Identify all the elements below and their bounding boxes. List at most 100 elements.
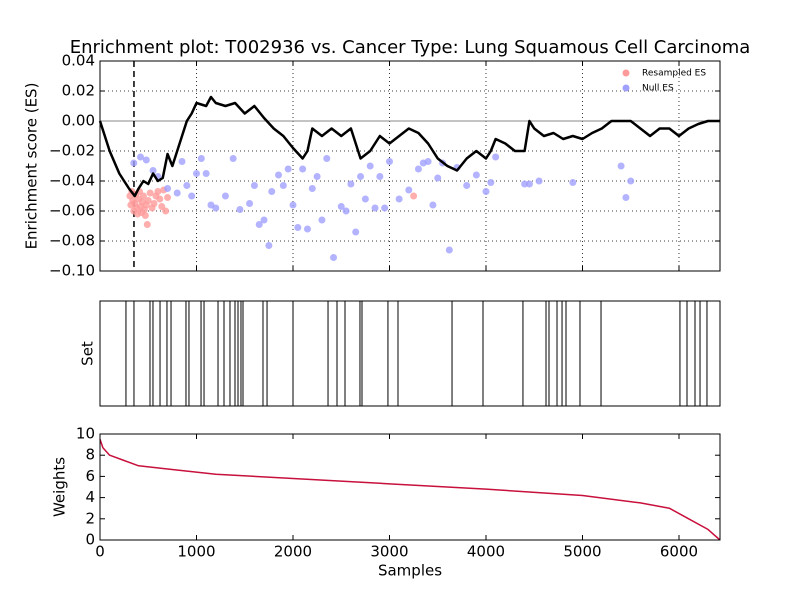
- x-tick-label: 0: [95, 543, 105, 561]
- scatter-point: [361, 195, 369, 203]
- x-tick-label: 5000: [563, 543, 601, 561]
- y-tick-label: 0.02: [62, 82, 95, 100]
- scatter-point: [265, 242, 273, 249]
- scatter-point: [246, 200, 254, 207]
- y-tick-label: −0.10: [49, 262, 95, 280]
- data-line: [99, 439, 721, 541]
- y-tick-label: 4: [85, 488, 95, 506]
- scatter-point: [260, 216, 268, 224]
- scatter-point: [410, 192, 418, 200]
- scatter-point: [535, 177, 543, 185]
- legend-label: Null ES: [642, 84, 674, 94]
- legend-marker: [622, 84, 630, 92]
- scatter-point: [284, 165, 292, 173]
- x-axis-label: Samples: [378, 562, 442, 580]
- scatter-point: [183, 182, 191, 189]
- scatter-point: [146, 189, 154, 197]
- scatter-point: [569, 179, 577, 186]
- scatter-point: [142, 156, 150, 164]
- y-axis-label: Weights: [51, 457, 69, 517]
- scatter-point: [144, 197, 152, 204]
- scatter-point: [229, 155, 237, 162]
- scatter-point: [303, 225, 311, 233]
- scatter-point: [376, 173, 384, 180]
- y-tick-label: 8: [85, 446, 95, 464]
- y-tick-label: 10: [76, 425, 95, 443]
- scatter-point: [279, 182, 287, 189]
- scatter-point: [268, 188, 276, 195]
- scatter-point: [178, 158, 186, 165]
- y-tick-label: 0: [85, 531, 95, 549]
- legend-marker: [622, 69, 630, 77]
- y-tick-label: −0.06: [49, 202, 95, 220]
- scatter-point: [197, 155, 205, 162]
- scatter-point: [429, 201, 437, 209]
- y-tick-label: −0.02: [49, 142, 95, 160]
- scatter-point: [330, 254, 338, 261]
- scatter-point: [236, 206, 244, 213]
- scatter-point: [352, 228, 360, 236]
- scatter-point: [143, 221, 151, 228]
- y-tick-label: −0.08: [49, 232, 95, 250]
- scatter-point: [150, 200, 158, 207]
- y-tick-label: 6: [85, 467, 95, 485]
- scatter-point: [381, 204, 389, 212]
- chart-title: Enrichment plot: T002936 vs. Cancer Type…: [70, 37, 751, 58]
- scatter-point: [149, 167, 157, 174]
- y-tick-label: 2: [85, 509, 95, 527]
- legend-label: Resampled ES: [642, 69, 706, 79]
- scatter-point: [492, 153, 500, 161]
- x-tick-label: 2000: [274, 543, 312, 561]
- scatter-point: [202, 170, 210, 177]
- scatter-point: [141, 212, 149, 219]
- scatter-point: [617, 162, 625, 170]
- scatter-point: [472, 171, 480, 179]
- data-line: [98, 95, 720, 198]
- scatter-point: [162, 207, 170, 215]
- x-tick-label: 6000: [660, 543, 698, 561]
- scatter-point: [212, 204, 220, 212]
- scatter-point: [318, 216, 326, 224]
- scatter-point: [139, 192, 147, 200]
- y-tick-label: −0.04: [49, 172, 95, 190]
- scatter-point: [487, 179, 495, 186]
- scatter-point: [357, 173, 365, 180]
- scatter-point: [275, 171, 283, 179]
- y-axis-label: Set: [79, 341, 97, 366]
- y-tick-label: 0.04: [62, 52, 95, 70]
- plot-frame: [99, 60, 721, 272]
- scatter-point: [192, 170, 200, 177]
- scatter-point: [627, 177, 635, 185]
- scatter-point: [521, 180, 529, 188]
- scatter-point: [308, 185, 316, 192]
- scatter-point: [299, 165, 307, 173]
- x-tick-label: 1000: [177, 543, 215, 561]
- scatter-point: [424, 158, 432, 165]
- scatter-point: [463, 182, 471, 189]
- scatter-point: [137, 153, 145, 161]
- scatter-point: [622, 194, 630, 201]
- plot-frame: [99, 433, 721, 541]
- scatter-point: [164, 194, 172, 201]
- y-tick-label: 0.00: [62, 112, 95, 130]
- scatter-point: [405, 186, 413, 194]
- scatter-point: [154, 188, 162, 195]
- scatter-point: [366, 162, 374, 170]
- scatter-point: [323, 155, 331, 162]
- scatter-point: [385, 158, 393, 165]
- scatter-point: [371, 204, 379, 212]
- scatter-point: [482, 188, 490, 195]
- scatter-point: [130, 159, 138, 167]
- scatter-point: [337, 203, 345, 210]
- scatter-point: [164, 185, 172, 192]
- scatter-point: [445, 246, 453, 254]
- scatter-point: [525, 180, 533, 188]
- scatter-point: [342, 207, 350, 215]
- plot-frame: [99, 300, 721, 407]
- x-tick-label: 3000: [370, 543, 408, 561]
- scatter-point: [289, 201, 297, 209]
- scatter-point: [255, 221, 263, 228]
- scatter-point: [156, 195, 164, 203]
